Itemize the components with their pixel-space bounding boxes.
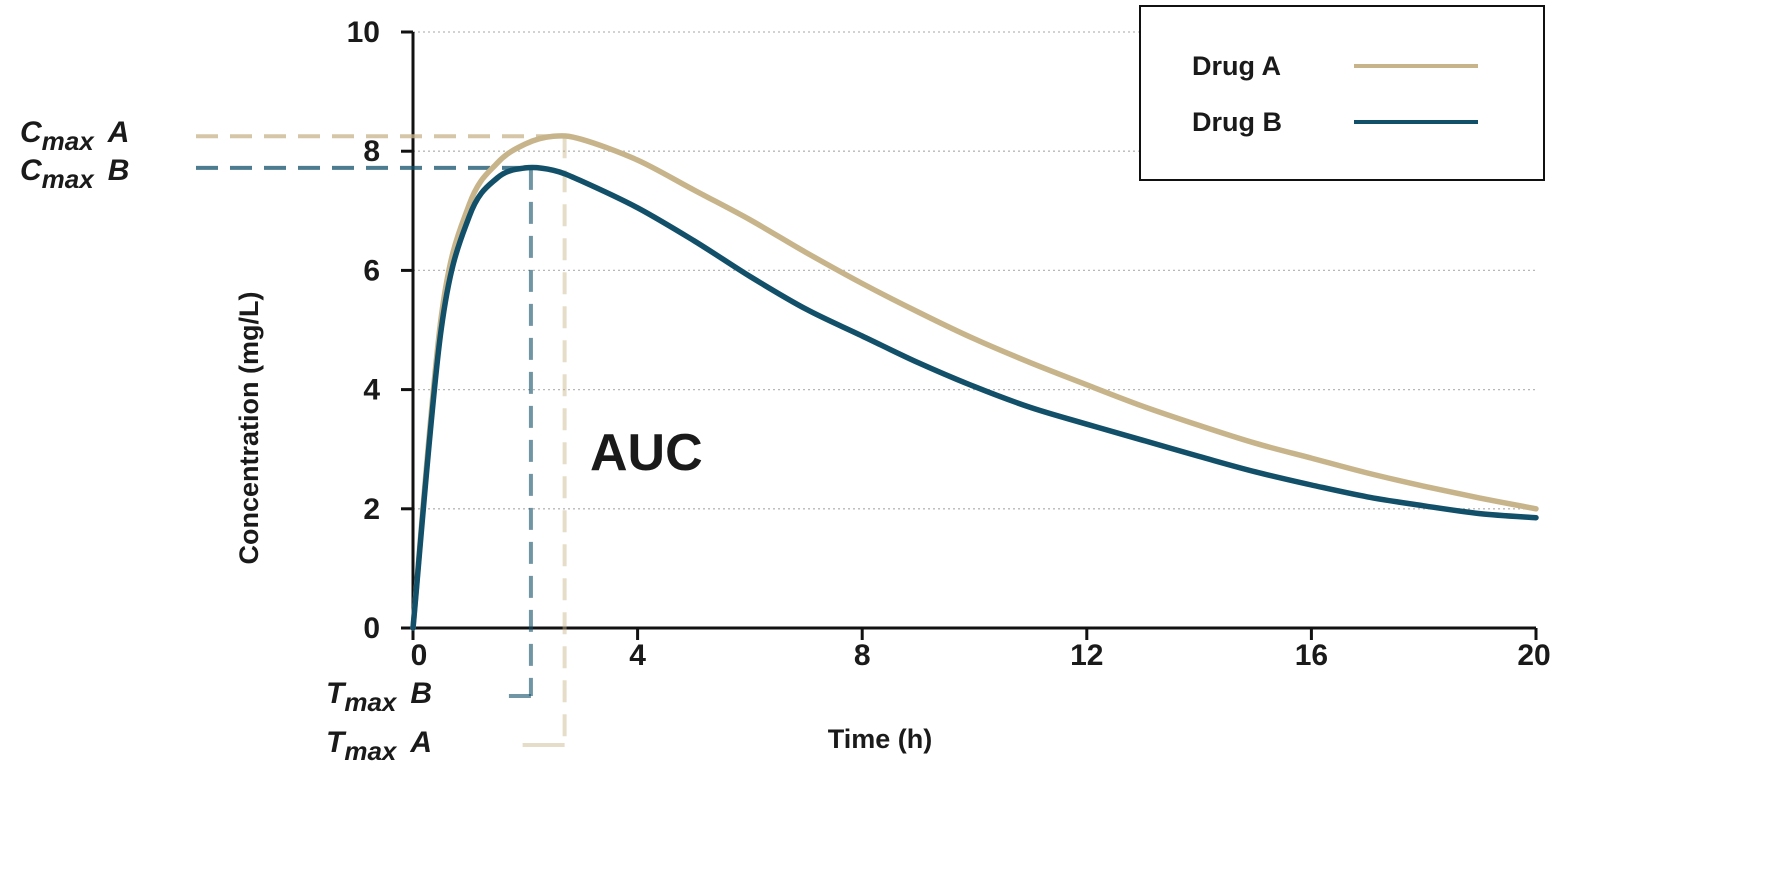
x-tick-label: 12 bbox=[1070, 639, 1103, 672]
y-tick-label: 10 bbox=[347, 16, 380, 49]
x-tick-label: 4 bbox=[629, 639, 646, 672]
auc-label: AUC bbox=[590, 424, 703, 482]
tmax-a-label: Tmax A bbox=[326, 726, 432, 766]
y-tick-label: 0 bbox=[363, 612, 380, 645]
cmax-b-label-sub: max bbox=[42, 164, 96, 194]
tmax-b-label-suffix: B bbox=[410, 677, 432, 710]
y-axis-title: Concentration (mg/L) bbox=[234, 292, 264, 565]
x-tick-label: 8 bbox=[854, 639, 871, 672]
y-tick-label: 8 bbox=[363, 135, 380, 168]
tmax-b-label-main: T bbox=[326, 677, 347, 710]
legend-label-drug-b: Drug B bbox=[1192, 107, 1282, 137]
cmax-a-label: Cmax A bbox=[20, 116, 129, 156]
cmax-b-label: Cmax B bbox=[20, 154, 129, 194]
x-tick-label: 16 bbox=[1295, 639, 1328, 672]
cmax-b-label-main: C bbox=[20, 154, 43, 187]
tmax-a-label-main: T bbox=[326, 726, 347, 759]
tmax-a-label-suffix: A bbox=[409, 726, 432, 759]
y-tick-label: 6 bbox=[363, 254, 380, 287]
legend-label-drug-a: Drug A bbox=[1192, 51, 1281, 81]
series-line-drug-b bbox=[410, 164, 1539, 631]
x-tick-label: 20 bbox=[1517, 639, 1550, 672]
cmax-b-label-suffix: B bbox=[108, 154, 130, 187]
y-tick-label: 2 bbox=[363, 493, 380, 526]
legend-box bbox=[1139, 5, 1545, 181]
tmax-b-label: Tmax B bbox=[326, 677, 432, 717]
series-line-drug-a bbox=[410, 133, 1539, 631]
tmax-b-label-sub: max bbox=[344, 687, 398, 717]
x-tick-label: 0 bbox=[411, 639, 428, 672]
cmax-a-label-main: C bbox=[20, 116, 43, 149]
tmax-a-label-sub: max bbox=[344, 736, 398, 766]
y-tick-label: 4 bbox=[363, 374, 380, 407]
cmax-a-label-suffix: A bbox=[107, 116, 130, 149]
x-axis-title: Time (h) bbox=[828, 724, 933, 754]
cmax-a-label-sub: max bbox=[42, 126, 96, 156]
